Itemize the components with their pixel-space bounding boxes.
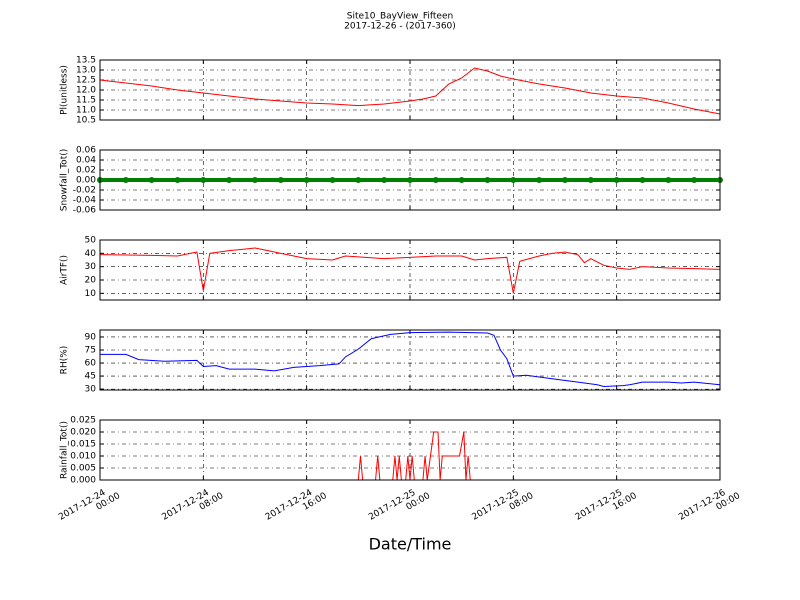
y-axis-label: RH(%) — [60, 346, 70, 375]
y-tick-label: 30 — [85, 385, 97, 395]
y-tick-label: 0.00 — [76, 176, 96, 186]
y-tick-label: 10.5 — [76, 116, 96, 126]
plot-frame — [99, 59, 721, 121]
y-tick-label: -0.02 — [73, 186, 96, 196]
plot-frame — [99, 419, 721, 481]
data-marker — [562, 177, 568, 183]
y-tick-label: 0.010 — [70, 452, 96, 462]
data-marker — [665, 177, 672, 183]
y-tick-label: 75 — [85, 346, 96, 356]
data-marker — [587, 177, 594, 183]
y-tick-label: 90 — [85, 332, 97, 342]
x-axis-label: Date/Time — [369, 535, 452, 554]
y-axis-label: Snowfall_Tot() — [60, 149, 70, 212]
data-marker — [148, 177, 155, 183]
data-marker — [226, 177, 233, 183]
y-tick-label: 0.04 — [76, 156, 96, 166]
data-marker — [639, 177, 646, 183]
y-tick-label: 40 — [85, 249, 97, 259]
y-tick-label: 0.015 — [70, 440, 96, 450]
y-tick-label: 0.005 — [70, 464, 96, 474]
data-marker — [613, 177, 620, 183]
chart-title: Site10_BayView_Fifteen — [347, 12, 453, 22]
y-tick-label: -0.06 — [73, 206, 97, 216]
data-marker — [407, 177, 413, 183]
y-axis-label: Pl(unitless) — [60, 65, 70, 115]
data-marker — [510, 177, 517, 183]
y-tick-label: 45 — [85, 372, 96, 382]
data-marker — [432, 177, 439, 183]
y-tick-label: 12.5 — [76, 76, 96, 86]
y-tick-label: 13.5 — [76, 56, 96, 66]
y-tick-label: 10 — [85, 289, 97, 299]
data-marker — [355, 177, 362, 183]
data-marker — [458, 177, 465, 183]
data-marker — [329, 177, 336, 183]
plot-frame — [99, 239, 721, 301]
y-axis-label: Rainfall_Tot() — [60, 421, 70, 479]
plot-frame — [99, 329, 721, 391]
y-tick-label: 11.5 — [76, 96, 96, 106]
y-tick-label: -0.04 — [73, 196, 97, 206]
data-line — [99, 67, 721, 115]
y-tick-label: 0.000 — [70, 476, 96, 486]
y-tick-label: 0.020 — [70, 428, 96, 438]
y-tick-label: 20 — [85, 276, 97, 286]
plot-frame — [99, 149, 721, 211]
y-axis-label: AirTF() — [60, 255, 70, 285]
y-tick-label: 60 — [85, 359, 97, 369]
data-line — [100, 331, 721, 388]
chart-subtitle: 2017-12-26 - (2017-360) — [344, 22, 456, 32]
y-tick-label: 11.0 — [76, 106, 96, 116]
data-marker — [303, 177, 310, 183]
data-line — [100, 431, 720, 481]
y-tick-label: 12.0 — [76, 86, 96, 96]
data-marker — [252, 177, 258, 183]
y-tick-label: 0.02 — [76, 166, 96, 176]
y-tick-label: 13.0 — [76, 66, 96, 76]
data-line — [99, 247, 721, 294]
data-marker — [200, 177, 207, 183]
y-tick-label: 0.06 — [76, 146, 96, 156]
y-tick-label: 0.025 — [70, 416, 96, 426]
data-marker — [174, 177, 181, 183]
y-tick-label: 50 — [85, 236, 97, 246]
data-marker — [122, 177, 129, 183]
data-marker — [484, 177, 491, 183]
data-marker — [277, 177, 284, 183]
data-marker — [536, 177, 543, 183]
data-marker — [691, 177, 698, 183]
y-tick-label: 30 — [85, 262, 97, 272]
data-marker — [381, 177, 388, 183]
